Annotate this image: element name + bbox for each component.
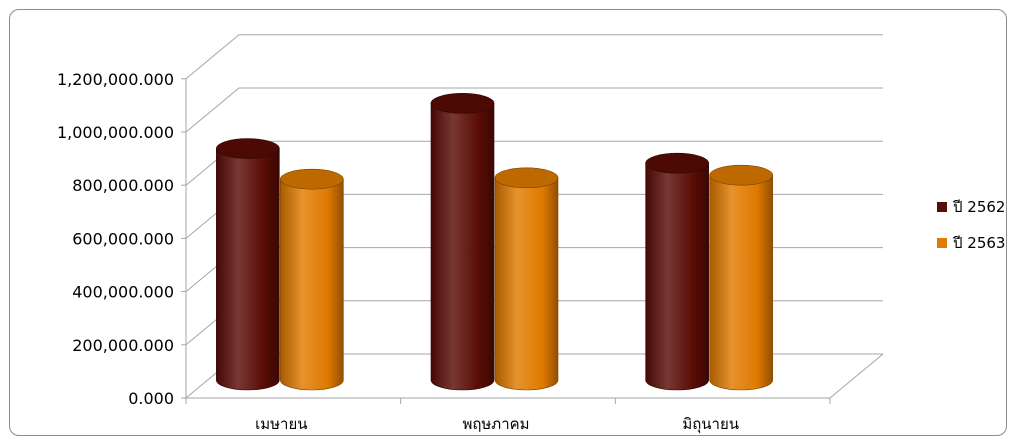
y-tick-label: 200,000.000 (72, 336, 174, 355)
bar-body (645, 162, 709, 391)
bar-body (216, 148, 280, 391)
y-tick-label: 400,000.000 (72, 283, 174, 302)
bars (216, 93, 773, 391)
bar-ปี-2562-1 (430, 93, 495, 391)
x-axis-ticks: เมษายน พฤษภาคม มิถุนายน (185, 398, 831, 434)
bar-ปี-2563-2 (709, 164, 773, 391)
y-tick-label: 800,000.000 (72, 176, 174, 195)
legend-label: ปี 2562 (952, 198, 1005, 216)
x-category-label: เมษายน (255, 415, 307, 433)
legend: ปี 2562 ปี 2563 (937, 198, 1005, 252)
x-category-label: มิถุนายน (682, 415, 739, 434)
y-tick-label: 600,000.000 (72, 229, 174, 248)
bar-body (280, 178, 344, 391)
bar-top (709, 164, 773, 186)
gridline (185, 87, 883, 133)
bar-top (216, 138, 280, 159)
y-tick-label: 1,200,000.000 (57, 70, 174, 89)
bar-body (430, 103, 495, 391)
bar-body (709, 174, 773, 391)
y-axis-ticks: 0.000 200,000.000 400,000.000 600,000.000 80… (57, 70, 186, 408)
bar-top (280, 168, 344, 190)
y-tick-label: 1,000,000.000 (57, 123, 174, 142)
bar-ปี-2562-2 (645, 152, 709, 391)
bar-top (430, 93, 495, 114)
y-tick-label: 0.000 (128, 389, 174, 408)
bar-body (494, 177, 559, 391)
bar-ปี-2562-0 (216, 138, 280, 391)
legend-label: ปี 2563 (952, 234, 1005, 252)
bar-top (494, 167, 559, 189)
bar-ปี-2563-0 (280, 168, 344, 391)
bar-top (645, 152, 709, 174)
bar-ปี-2563-1 (494, 167, 559, 391)
x-category-label: พฤษภาคม (462, 415, 529, 433)
legend-swatch (937, 238, 947, 248)
gridline (185, 34, 883, 80)
legend-swatch (937, 202, 947, 212)
